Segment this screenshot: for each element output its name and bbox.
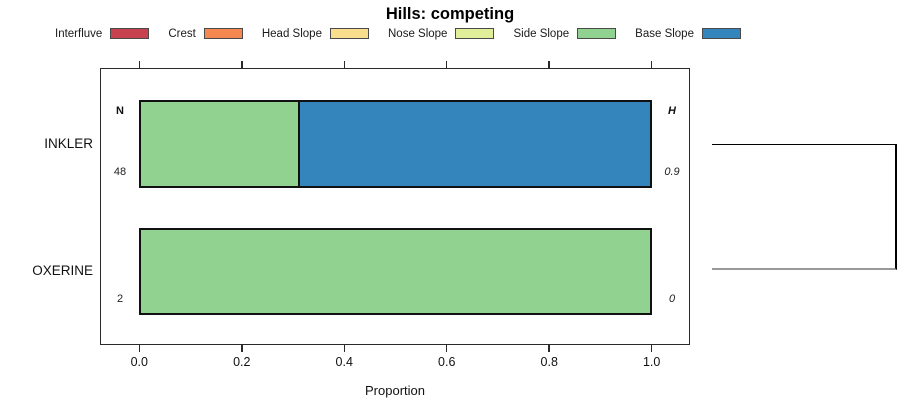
h-value-oxerine: 0 xyxy=(668,292,676,305)
legend-label: Side Slope xyxy=(513,27,570,40)
x-tick-top xyxy=(650,61,653,68)
legend-label: Crest xyxy=(168,27,196,40)
bar-inkler xyxy=(139,100,652,188)
x-tick-label: 0.6 xyxy=(438,355,456,369)
x-tick-bottom xyxy=(445,345,448,352)
x-axis-title: Proportion xyxy=(365,383,425,398)
legend-swatch-crest xyxy=(203,28,243,39)
bar-segment-base-slope xyxy=(298,102,650,186)
legend-item-head-slope: Head Slope xyxy=(262,28,369,40)
legend-swatch-base-slope xyxy=(701,28,741,39)
x-tick-top xyxy=(343,61,345,68)
legend: Interfluve Crest Head Slope Nose Slope Side … xyxy=(55,27,741,40)
legend-label: Nose Slope xyxy=(388,27,448,40)
column-header-h: H xyxy=(668,105,676,117)
x-tick-bottom xyxy=(138,345,141,352)
side-panel-box xyxy=(712,144,897,270)
legend-item-side-slope: Side Slope xyxy=(514,28,617,40)
legend-item-interfluve: Interfluve xyxy=(55,27,150,40)
legend-label: Head Slope xyxy=(261,27,322,40)
x-tick-top xyxy=(241,61,243,68)
x-tick-top xyxy=(548,61,550,68)
x-tick-label: 0.4 xyxy=(335,355,353,369)
legend-swatch-nose-slope xyxy=(455,28,495,39)
legend-swatch-interfluve xyxy=(110,28,150,39)
legend-swatch-head-slope xyxy=(329,28,369,39)
legend-item-crest: Crest xyxy=(168,27,243,40)
x-tick-bottom xyxy=(650,345,653,352)
x-tick-label: 0.0 xyxy=(130,355,148,369)
bar-segment-side-slope xyxy=(141,229,650,313)
x-tick-label: 0.8 xyxy=(540,355,558,369)
x-tick-top xyxy=(445,61,448,68)
n-value-oxerine: 2 xyxy=(116,292,124,305)
h-value-inkler: 0.9 xyxy=(664,165,680,178)
x-tick-label: 1.0 xyxy=(642,355,661,369)
legend-label: Interfluve xyxy=(55,27,103,40)
x-tick-label: 0.2 xyxy=(233,355,251,369)
chart-title: Hills: competing xyxy=(385,5,515,23)
plot-area xyxy=(100,68,690,345)
x-tick-bottom xyxy=(241,345,243,352)
x-tick-bottom xyxy=(548,345,550,352)
legend-swatch-side-slope xyxy=(577,28,617,39)
legend-label: Base Slope xyxy=(635,27,694,40)
n-value-inkler: 48 xyxy=(113,165,127,178)
x-tick-bottom xyxy=(343,345,345,352)
x-tick-top xyxy=(138,61,141,68)
legend-item-base-slope: Base Slope xyxy=(635,28,741,40)
legend-item-nose-slope: Nose Slope xyxy=(388,27,495,40)
bar-oxerine xyxy=(139,227,652,315)
category-label-inkler: INKLER xyxy=(44,135,93,151)
category-label-oxerine: OXERINE xyxy=(32,263,93,278)
bar-segment-side-slope xyxy=(141,102,299,186)
column-header-n: N xyxy=(116,105,124,117)
